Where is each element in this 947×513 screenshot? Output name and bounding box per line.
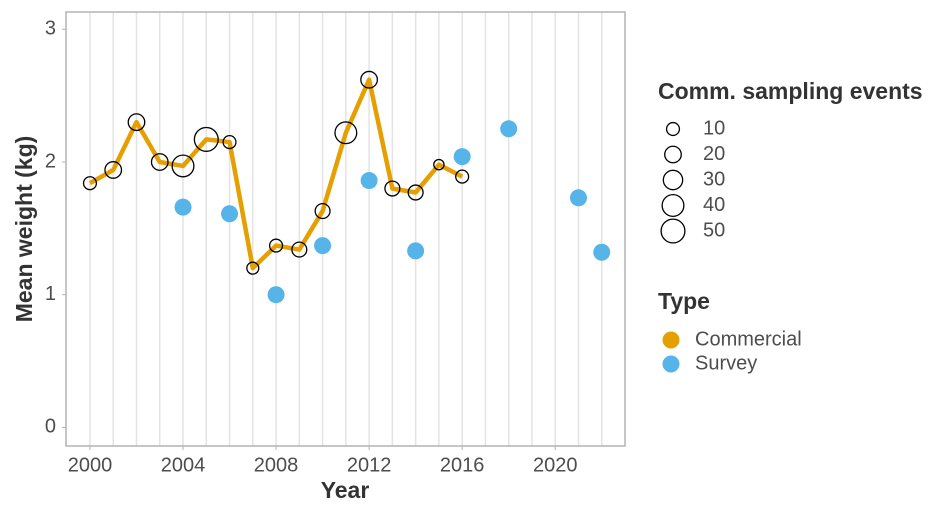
bubble: [334, 121, 358, 145]
size-legend-label: 20: [703, 143, 725, 165]
point: [267, 286, 285, 304]
bubble: [222, 134, 237, 150]
point: [593, 243, 611, 261]
bubble: [314, 203, 331, 220]
bubble: [127, 113, 146, 132]
bubble: [193, 126, 219, 152]
x-tick-label: 2020: [533, 454, 578, 476]
size-legend-title: Comm. sampling events: [658, 78, 923, 104]
point: [174, 198, 192, 216]
size-legend-swatch: [661, 193, 685, 218]
bubble: [433, 158, 445, 171]
x-axis-title: Year: [321, 477, 370, 503]
bubble: [291, 241, 308, 258]
size-legend-swatch: [660, 218, 686, 244]
bubble: [360, 70, 379, 89]
bubble: [82, 176, 98, 191]
point: [314, 237, 332, 255]
size-legend-label: 30: [703, 168, 725, 190]
x-tick-label: 2000: [68, 454, 113, 476]
type-legend-title: Type: [658, 288, 710, 314]
x-tick-label: 2012: [347, 454, 392, 476]
bubble: [407, 184, 424, 201]
legend-label: Commercial: [695, 328, 802, 350]
y-tick-label: 3: [45, 18, 56, 40]
bubble: [150, 153, 169, 171]
size-legend-label: 40: [703, 194, 725, 216]
bubble: [246, 261, 260, 275]
point: [500, 120, 518, 138]
point: [407, 242, 425, 260]
y-axis-title: Mean weight (kg): [11, 136, 37, 323]
size-legend-swatch: [662, 169, 684, 191]
point: [360, 172, 378, 190]
size-legend-label: 50: [703, 219, 725, 241]
bubble: [104, 161, 123, 179]
legend-label: Survey: [695, 352, 757, 374]
bubble: [384, 180, 401, 197]
y-tick-label: 0: [45, 416, 56, 438]
panel-border: [65, 11, 626, 447]
point: [453, 148, 471, 166]
legend-swatch: [662, 355, 680, 373]
point: [569, 189, 587, 207]
x-tick-label: 2008: [254, 454, 299, 476]
x-tick-label: 2004: [161, 454, 206, 476]
size-legend-swatch: [664, 145, 682, 164]
bubble: [268, 238, 284, 253]
y-tick-label: 1: [45, 283, 56, 305]
size-legend-swatch: [665, 121, 681, 137]
y-tick-label: 2: [45, 150, 56, 172]
legend-swatch: [662, 331, 680, 349]
bubble: [171, 154, 195, 178]
point: [221, 205, 239, 223]
x-tick-label: 2016: [440, 454, 485, 476]
bubble: [455, 169, 470, 184]
size-legend-label: 10: [703, 117, 725, 139]
